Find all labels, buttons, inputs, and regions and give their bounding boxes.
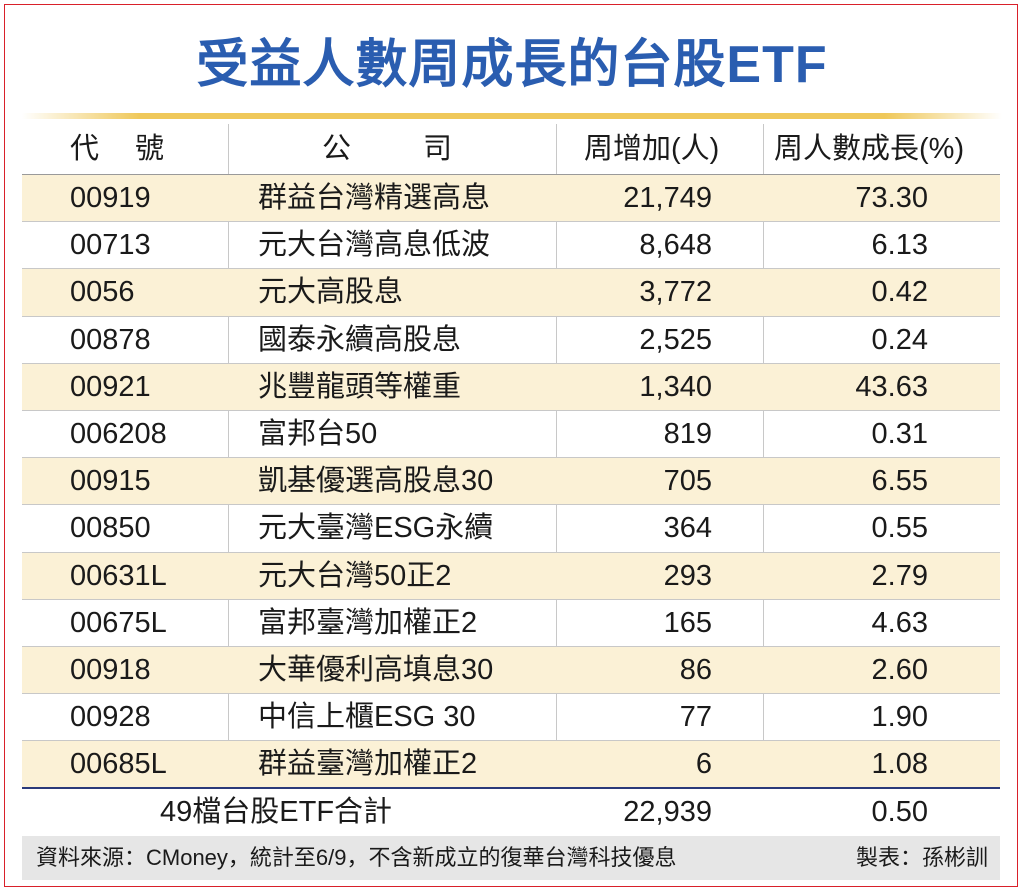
- table-row: 00918 大華優利高填息30 86 2.60: [22, 646, 1000, 695]
- cell-name: 群益臺灣加權正2: [258, 748, 478, 781]
- table-row: 00878 國泰永續高股息 2,525 0.24: [22, 317, 1000, 364]
- table-row: 0056 元大高股息 3,772 0.42: [22, 269, 1000, 317]
- cell-code: 00919: [70, 182, 151, 214]
- cell-name: 群益台灣精選高息: [258, 182, 491, 214]
- cell-name: 兆豐龍頭等權重: [258, 370, 462, 403]
- cell-name: 元大高股息: [258, 276, 404, 309]
- table-row: 00919 群益台灣精選高息 21,749 73.30: [22, 175, 1000, 223]
- cell-growth-pct: 1.90: [871, 701, 928, 734]
- header-weekly-increase: 周增加(人): [584, 133, 720, 165]
- cell-growth-pct: 2.60: [871, 653, 928, 686]
- cell-name: 元大臺灣ESG永續: [258, 512, 494, 545]
- total-row: 49檔台股ETF合計 22,939 0.50: [22, 789, 1000, 835]
- column-divider-1: [228, 124, 229, 788]
- cell-weekly-increase: 77: [679, 701, 712, 734]
- cell-name: 元大台灣高息低波: [258, 229, 491, 262]
- cell-weekly-increase: 1,340: [639, 370, 712, 403]
- cell-code: 0056: [70, 276, 135, 309]
- cell-name: 元大台灣50正2: [258, 559, 452, 592]
- cell-code: 006208: [70, 417, 167, 450]
- outer-frame: [4, 4, 1018, 887]
- cell-name: 凱基優選高股息30: [258, 465, 494, 498]
- column-divider-2: [556, 124, 557, 788]
- table-row: 00685L 群益臺灣加權正2 6 1.08: [22, 741, 1000, 789]
- title-divider: [22, 113, 1002, 119]
- cell-name: 國泰永續高股息: [258, 323, 462, 356]
- cell-growth-pct: 1.08: [871, 748, 928, 781]
- total-growth-pct: 0.50: [871, 796, 928, 828]
- cell-weekly-increase: 293: [663, 559, 712, 592]
- page-title: 受益人數周成長的台股ETF: [196, 36, 828, 94]
- cell-growth-pct: 43.63: [855, 370, 928, 403]
- cell-name: 大華優利高填息30: [258, 653, 494, 686]
- table-row: 006208 富邦台50 819 0.31: [22, 411, 1000, 459]
- source-note: 資料來源：CMoney，統計至6/9，不含新成立的復華台灣科技優息: [36, 845, 677, 870]
- cell-weekly-increase: 2,525: [639, 323, 712, 356]
- cell-code: 00675L: [70, 606, 167, 639]
- cell-growth-pct: 6.55: [871, 465, 928, 498]
- cell-growth-pct: 73.30: [855, 182, 928, 214]
- cell-code: 00918: [70, 653, 151, 686]
- cell-code: 00685L: [70, 748, 167, 781]
- cell-code: 00921: [70, 370, 151, 403]
- table-row: 00928 中信上櫃ESG 30 77 1.90: [22, 694, 1000, 742]
- cell-weekly-increase: 21,749: [623, 182, 712, 214]
- cell-growth-pct: 0.24: [871, 323, 928, 356]
- cell-code: 00928: [70, 701, 151, 734]
- header-growth-pct: 周人數成長(%): [774, 133, 965, 165]
- total-label: 49檔台股ETF合計: [160, 796, 393, 828]
- cell-code: 00631L: [70, 559, 167, 592]
- cell-weekly-increase: 165: [663, 606, 712, 639]
- cell-weekly-increase: 8,648: [639, 229, 712, 262]
- total-weekly-increase: 22,939: [623, 796, 712, 828]
- table-row: 00921 兆豐龍頭等權重 1,340 43.63: [22, 363, 1000, 411]
- table-row: 00850 元大臺灣ESG永續 364 0.55: [22, 505, 1000, 553]
- cell-weekly-increase: 3,772: [639, 276, 712, 309]
- cell-code: 00915: [70, 465, 151, 498]
- table-row: 00915 凱基優選高股息30 705 6.55: [22, 458, 1000, 506]
- cell-code: 00878: [70, 323, 151, 356]
- total-divider: [22, 787, 1000, 789]
- cell-growth-pct: 6.13: [871, 229, 928, 262]
- table-row: 00675L 富邦臺灣加權正2 165 4.63: [22, 600, 1000, 647]
- cell-code: 00850: [70, 512, 151, 545]
- cell-weekly-increase: 6: [695, 748, 712, 781]
- cell-weekly-increase: 705: [663, 465, 712, 498]
- footer-bar: 資料來源：CMoney，統計至6/9，不含新成立的復華台灣科技優息 製表：孫彬訓: [22, 836, 1000, 880]
- header-name: 公司: [322, 133, 525, 165]
- cell-name: 中信上櫃ESG 30: [258, 701, 476, 734]
- table-row: 00631L 元大台灣50正2 293 2.79: [22, 552, 1000, 600]
- cell-growth-pct: 0.55: [871, 512, 928, 545]
- cell-growth-pct: 0.31: [871, 417, 928, 450]
- cell-growth-pct: 4.63: [871, 606, 928, 639]
- column-divider-3: [763, 124, 764, 788]
- cell-weekly-increase: 819: [663, 417, 712, 450]
- cell-name: 富邦台50: [258, 417, 378, 450]
- header-code: 代號: [70, 133, 201, 165]
- cell-growth-pct: 0.42: [871, 276, 928, 309]
- cell-weekly-increase: 86: [679, 653, 712, 686]
- cell-weekly-increase: 364: [663, 512, 712, 545]
- table-header-row: 代號 公司 周增加(人) 周人數成長(%): [22, 124, 1000, 175]
- chart-maker: 製表：孫彬訓: [855, 845, 988, 870]
- cell-name: 富邦臺灣加權正2: [258, 606, 478, 639]
- etf-table: 代號 公司 周增加(人) 周人數成長(%) 00919 群益台灣精選高息 21,74…: [22, 124, 1000, 789]
- table-row: 00713 元大台灣高息低波 8,648 6.13: [22, 222, 1000, 270]
- cell-code: 00713: [70, 229, 151, 262]
- cell-growth-pct: 2.79: [871, 559, 928, 592]
